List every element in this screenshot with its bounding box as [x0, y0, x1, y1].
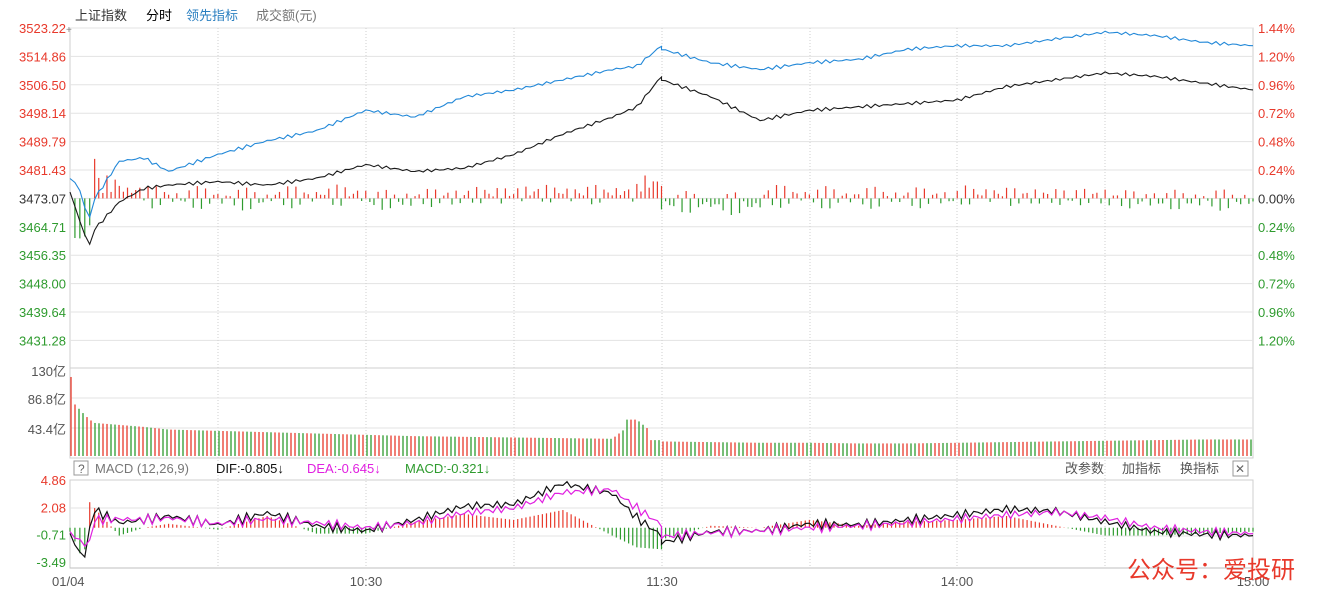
- price-tick-label: 3523.22: [19, 21, 66, 36]
- percent-tick-label: 0.72%: [1258, 106, 1295, 121]
- price-tick-label: 3448.00: [19, 277, 66, 292]
- percent-tick-label: 1.44%: [1258, 21, 1295, 36]
- grid: [70, 27, 1253, 568]
- price-tick-label: 3498.14: [19, 106, 66, 121]
- price-change-bars: [74, 158, 1254, 239]
- volume-bars: [70, 376, 1252, 456]
- help-icon[interactable]: [73, 460, 89, 476]
- price-tick-label: 3473.07: [19, 191, 66, 206]
- volume-tick-label: 130亿: [31, 364, 66, 379]
- volume-tick-label: 86.8亿: [28, 392, 66, 407]
- price-tick-label: 3431.28: [19, 333, 66, 348]
- macd-tick-label: 2.08: [41, 500, 66, 515]
- close-indicator-button[interactable]: [1232, 460, 1249, 477]
- percent-tick-label: 0.96%: [1258, 78, 1295, 93]
- volume-axis: 130亿 86.8亿 43.4亿: [28, 364, 66, 437]
- macd-tick-label: -3.49: [36, 555, 66, 570]
- percent-tick-label: 0.48%: [1258, 135, 1295, 150]
- help-icon-glyph: ?: [78, 462, 85, 476]
- dea-value: DEA:-0.645↓: [307, 461, 381, 476]
- price-tick-label: 3464.71: [19, 220, 66, 235]
- time-tick-label: 14:00: [941, 574, 974, 589]
- percent-axis-right: 1.44% 1.20% 0.96% 0.72% 0.48% 0.24% 0.00% 0.24%…: [1258, 21, 1295, 348]
- macd-value: MACD:-0.321↓: [405, 461, 490, 476]
- leading-indicator-line: [69, 30, 1254, 219]
- switch-indicator-button[interactable]: 换指标: [1180, 461, 1219, 476]
- percent-tick-label: 0.72%: [1258, 277, 1295, 292]
- macd-title: MACD (12,26,9): [95, 461, 189, 476]
- add-indicator-button[interactable]: 加指标: [1122, 461, 1161, 476]
- time-tick-label: 11:30: [646, 574, 678, 589]
- percent-tick-label: 0.96%: [1258, 305, 1295, 320]
- percent-tick-label: 0.48%: [1258, 248, 1295, 263]
- percent-tick-label: 0.00%: [1258, 191, 1295, 206]
- time-tick-label: 01/04: [52, 574, 85, 589]
- edit-params-button[interactable]: 改参数: [1065, 461, 1104, 476]
- time-axis: 01/04 10:30 11:30 14:00 15:00: [52, 574, 1269, 589]
- percent-tick-label: 1.20%: [1258, 333, 1295, 348]
- tab-leading-indicator[interactable]: 领先指标: [186, 8, 238, 23]
- volume-tick-label: 43.4亿: [28, 422, 66, 437]
- price-tick-label: 3514.86: [19, 49, 66, 64]
- index-line: [69, 71, 1254, 246]
- time-tick-label: 10:30: [350, 574, 383, 589]
- series-lines: [69, 30, 1254, 559]
- price-tick-label: 3489.79: [19, 135, 66, 150]
- percent-tick-label: 0.24%: [1258, 163, 1295, 178]
- dea-line: [69, 485, 1254, 548]
- top-left-marker-icon: +: [66, 25, 72, 36]
- time-tick-label: 15:00: [1237, 574, 1270, 589]
- percent-tick-label: 0.24%: [1258, 220, 1295, 235]
- tab-shanghai-index[interactable]: 上证指数: [75, 8, 127, 23]
- dif-value: DIF:-0.805↓: [216, 461, 284, 476]
- macd-tick-label: 4.86: [41, 473, 66, 488]
- watermark: 公众号：爱投研: [1127, 557, 1295, 584]
- close-icon: ✕: [1235, 462, 1245, 476]
- percent-tick-label: 1.20%: [1258, 49, 1295, 64]
- macd-tick-label: -0.71: [36, 528, 66, 543]
- price-tick-label: 3506.50: [19, 78, 66, 93]
- price-tick-label: 3456.35: [19, 248, 66, 263]
- price-tick-label: 3439.64: [19, 305, 66, 320]
- macd-histogram: [69, 502, 1254, 554]
- tab-intraday[interactable]: 分时: [146, 8, 172, 23]
- price-axis-left: 3523.22 3514.86 3506.50 3498.14 3489.79 3481.…: [19, 21, 66, 348]
- price-tick-label: 3481.43: [19, 163, 66, 178]
- macd-axis: 4.86 2.08 -0.71 -3.49: [36, 473, 66, 570]
- tab-turnover[interactable]: 成交额(元): [256, 8, 317, 23]
